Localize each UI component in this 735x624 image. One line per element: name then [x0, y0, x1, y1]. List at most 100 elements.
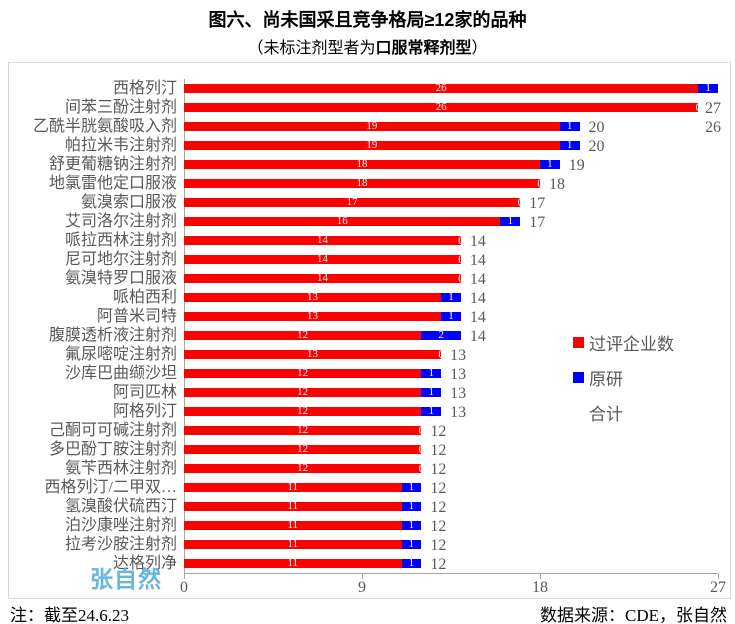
bar-row: 哌拉西林注射剂 14 0 14: [9, 231, 718, 250]
originator-value-label: 1: [705, 84, 711, 93]
plot-area: 西格列汀26127间苯三酚注射剂26026乙酰半胱氨酸吸入剂19120帕拉米韦注…: [9, 79, 726, 599]
x-tick: [184, 574, 185, 579]
passed-value-label: 12: [297, 464, 309, 473]
passed-value-label: 13: [307, 350, 319, 359]
originator-value-label: 1: [448, 293, 454, 302]
passed-value-label: 16: [336, 217, 348, 226]
bar-track: 13 1 14: [184, 307, 718, 326]
originator-value-label: 1: [408, 502, 415, 511]
subtitle-bold-part: 口服常释剂型: [375, 40, 472, 57]
bar-row: 氨溴索口服液 17 0 17: [9, 193, 718, 212]
passed-value-label: 14: [316, 236, 328, 245]
bar-row: 间苯三酚注射剂 26 0 26: [9, 98, 721, 136]
originator-value-label: 1: [428, 388, 434, 397]
category-label: 地氯雷他定口服液: [48, 175, 177, 192]
passed-value-label: 26: [435, 84, 447, 93]
bar-row: 哌柏西利 13 1 14: [9, 288, 718, 307]
category-label: 沙库巴曲缬沙坦: [64, 365, 177, 382]
clipped-zero-label: 0: [458, 236, 461, 245]
x-axis-line: [184, 573, 719, 580]
category-label: 氟尿嘧啶注射剂: [64, 346, 177, 363]
bar-row: 沙库巴曲缬沙坦 12 1 13: [9, 364, 718, 383]
category-label: 氨溴索口服液: [80, 194, 177, 211]
originator-bar: 1: [401, 483, 422, 492]
passed-bar: 11: [184, 559, 402, 568]
passed-bar: 19: [184, 122, 560, 131]
bar-track: 14 0 14: [184, 269, 718, 288]
x-tick-label: 0: [180, 579, 188, 596]
legend-swatch: [573, 371, 584, 383]
bar-track: 12 0 12: [184, 459, 718, 478]
originator-value-label: 1: [547, 160, 553, 169]
subtitle-prefix: （未标注剂型者为: [247, 40, 376, 57]
figure-title: 图六、尚未国采且竞争格局≥12家的品种: [208, 10, 527, 30]
bar-row: 拉考沙胺注射剂 11 1 12: [9, 535, 718, 554]
category-label: 拉考沙胺注射剂: [64, 536, 177, 553]
passed-bar: 13 0: [184, 350, 442, 359]
x-tick: [718, 574, 719, 579]
bar-track: 12 0 12: [184, 440, 718, 459]
bar-row: 氟尿嘧啶注射剂 13 0 13: [9, 345, 718, 364]
originator-value-label: 1: [507, 217, 514, 226]
legend-item: 原研: [573, 365, 674, 389]
bar-track: 18 1 19: [184, 155, 718, 174]
total-label: 13: [450, 347, 467, 364]
bar-track: 26 0 26: [184, 98, 721, 136]
category-label: 西格列汀: [112, 80, 177, 97]
total-label: 12: [430, 442, 447, 459]
passed-bar: 12 0: [184, 426, 422, 435]
passed-bar: 12 0: [184, 445, 422, 454]
originator-value-label: 1: [408, 559, 415, 568]
category-label: 氨溴特罗口服液: [64, 270, 177, 287]
total-label: 14: [469, 271, 486, 288]
passed-value-label: 18: [356, 160, 368, 169]
total-label: 12: [430, 480, 447, 497]
legend-item: 合计: [573, 400, 674, 424]
total-label: 14: [469, 252, 486, 269]
passed-bar: 12: [184, 331, 422, 340]
originator-bar: 1: [559, 141, 580, 150]
passed-value-label: 19: [366, 141, 378, 150]
passed-value-label: 19: [366, 122, 378, 131]
bar-row: 尼可地尔注射剂 14 0 14: [9, 250, 718, 269]
legend-item: 过评企业数: [573, 330, 674, 354]
category-label: 哌拉西林注射剂: [64, 232, 177, 249]
passed-bar: 12: [184, 388, 422, 397]
originator-bar: 1: [441, 293, 461, 302]
bar-row: 阿普米司特 13 1 14: [9, 307, 718, 326]
passed-value-label: 11: [287, 502, 299, 511]
passed-bar: 26 0: [184, 103, 699, 112]
passed-bar: 11: [184, 502, 402, 511]
originator-bar: 1: [421, 388, 442, 397]
total-label: 14: [469, 309, 486, 326]
clipped-zero-label: 0: [438, 350, 441, 359]
subtitle-suffix: ）: [471, 40, 488, 57]
category-label: 艾司洛尔注射剂: [64, 213, 177, 230]
originator-value-label: 1: [428, 369, 434, 378]
figure-subtitle: （未标注剂型者为口服常释剂型）: [0, 34, 735, 58]
total-label: 12: [430, 537, 447, 554]
category-label: 帕拉米韦注射剂: [64, 137, 177, 154]
x-tick-label: 27: [710, 579, 726, 596]
originator-bar: 1: [421, 369, 442, 378]
bar-row: 氢溴酸伏硫西汀 11 1 12: [9, 497, 718, 516]
bar-row: 腹膜透析液注射剂 12 2 14: [9, 326, 718, 345]
bar-row: 泊沙康唑注射剂 11 1 12: [9, 516, 718, 535]
passed-value-label: 12: [297, 426, 309, 435]
bar-track: 11 1 12: [184, 497, 718, 516]
bar-row: 阿司匹林 12 1 13: [9, 383, 718, 402]
passed-bar: 14 0: [184, 236, 461, 245]
chart-frame: 西格列汀26127间苯三酚注射剂26026乙酰半胱氨酸吸入剂19120帕拉米韦注…: [8, 62, 731, 599]
category-label: 氢溴酸伏硫西汀: [64, 498, 177, 515]
bar-track: 11 1 12: [184, 554, 718, 573]
originator-value-label: 1: [448, 312, 454, 321]
legend-label: 原研: [589, 369, 623, 389]
legend-label: 过评企业数: [589, 334, 674, 354]
passed-value-label: 17: [346, 198, 358, 207]
footer-source: 数据来源：CDE，张自然: [540, 606, 727, 624]
clipped-zero-label: 0: [419, 445, 422, 454]
passed-bar: 13: [184, 312, 442, 321]
bar-row: 地氯雷他定口服液 18 0 18: [9, 174, 718, 193]
total-label: 12: [430, 461, 447, 478]
